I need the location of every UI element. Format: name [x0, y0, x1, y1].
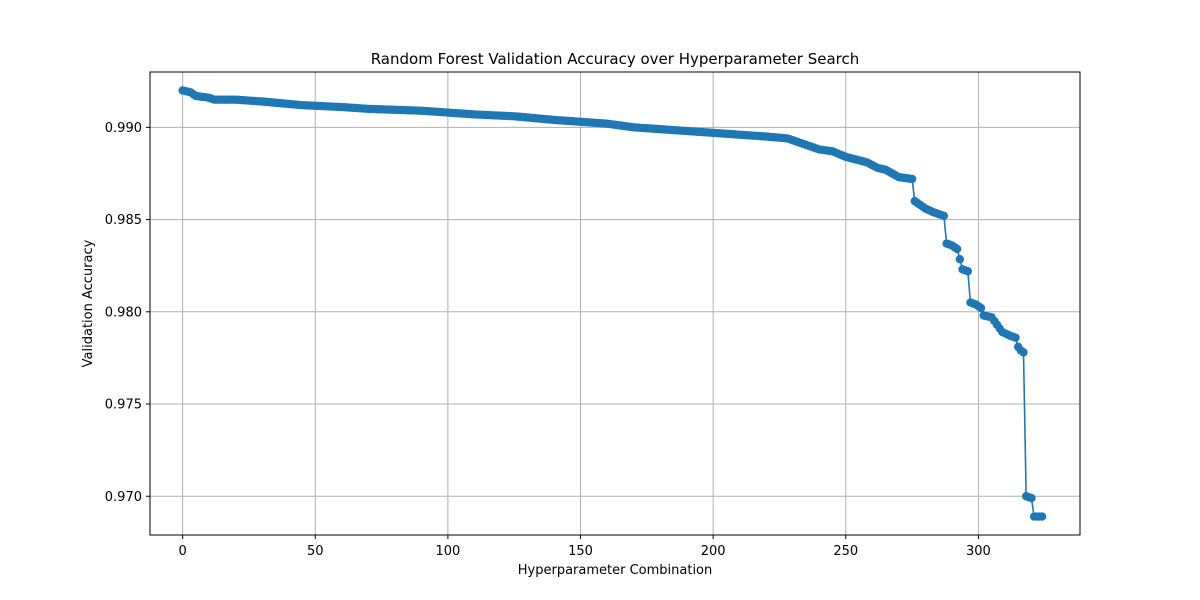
- x-tick-label: 100: [435, 544, 460, 559]
- grid-layer: [150, 72, 1080, 535]
- data-point: [1037, 512, 1047, 521]
- y-tick-label: 0.980: [105, 305, 142, 320]
- data-point: [907, 174, 917, 184]
- y-axis-label: Validation Accuracy: [81, 239, 96, 367]
- data-point: [976, 303, 986, 313]
- ticks-layer: 0 50 100 150 200 250 300 0.970 0.975 0.980 0.985 0.…: [105, 121, 991, 559]
- data-point: [1027, 493, 1036, 503]
- series-layer: [178, 86, 1047, 521]
- data-point: [963, 267, 972, 276]
- y-tick-label: 0.990: [105, 121, 142, 136]
- y-tick-label: 0.985: [105, 213, 142, 228]
- data-point: [1011, 333, 1020, 342]
- y-tick-label: 0.970: [105, 490, 142, 505]
- data-point: [939, 211, 949, 221]
- x-axis-label: Hyperparameter Combination: [518, 563, 713, 578]
- y-tick-label: 0.975: [105, 398, 142, 413]
- chart-title: Random Forest Validation Accuracy over H…: [371, 50, 860, 68]
- x-tick-label: 150: [568, 544, 593, 559]
- plot-frame: [149, 71, 1081, 536]
- data-point: [955, 255, 965, 264]
- data-point: [1019, 348, 1028, 357]
- x-tick-label: 50: [307, 544, 324, 559]
- x-tick-label: 250: [833, 544, 858, 559]
- data-point: [952, 244, 962, 254]
- x-tick-label: 300: [966, 544, 991, 559]
- x-tick-label: 200: [701, 544, 726, 559]
- x-tick-label: 0: [178, 544, 186, 559]
